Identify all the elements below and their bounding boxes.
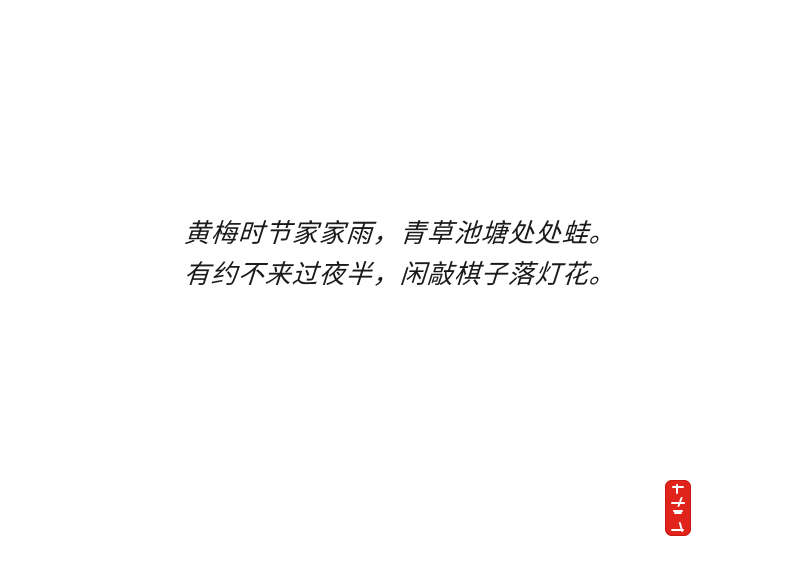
poem-line-2: 有约不来过夜半，闲敲棋子落灯花。 (182, 260, 618, 290)
seal-glyph-1 (670, 484, 686, 494)
poem-line-1: 黄梅时节家家雨，青草池塘处处蛙。 (182, 219, 618, 249)
seal-glyph-2 (670, 497, 686, 507)
poem-text: 黄梅时节家家雨，青草池塘处处蛙。 有约不来过夜半，闲敲棋子落灯花。 (0, 214, 800, 296)
seal-glyph-4 (670, 522, 686, 532)
seal-stamp-icon (665, 480, 691, 536)
seal-glyph-3 (670, 509, 686, 519)
seal-glyphs (668, 484, 688, 532)
